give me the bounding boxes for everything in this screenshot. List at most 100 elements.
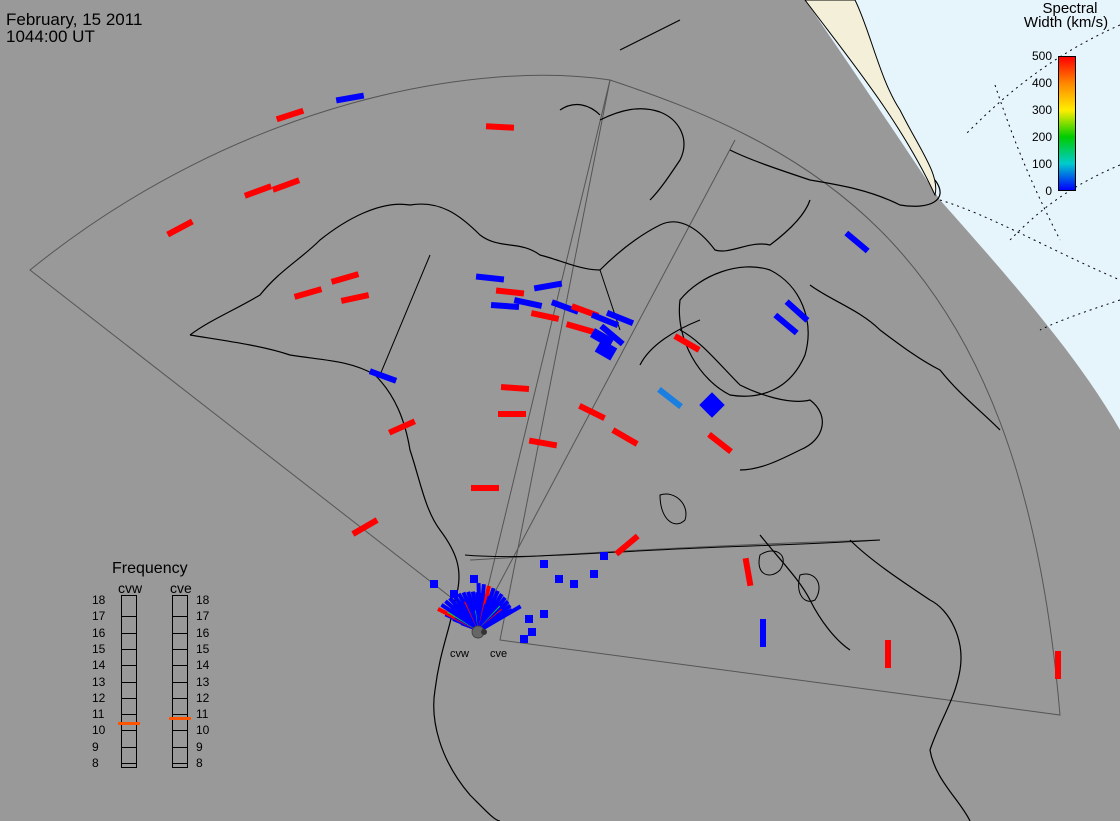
echo-cell [605, 309, 635, 327]
frequency-gridline [121, 730, 137, 732]
echo-cell [614, 533, 640, 557]
freq-radar-cve: cve [170, 580, 192, 596]
frequency-tick-label: 8 [92, 756, 99, 770]
echo-cell [330, 271, 360, 285]
date-label: February, 15 2011 [6, 10, 143, 29]
echo-cell [528, 437, 558, 449]
echo-cell [673, 333, 701, 353]
frequency-title: Frequency [112, 560, 188, 577]
frequency-gridline [121, 763, 137, 764]
site-label-cve: cve [490, 648, 508, 660]
frequency-gridline [121, 648, 137, 650]
echo-cell [589, 328, 615, 348]
graticule-dotted [939, 24, 1120, 331]
frequency-tick-label: 9 [92, 739, 99, 754]
time-label: 1044:00 UT [6, 27, 95, 46]
echo-cell [578, 403, 606, 421]
echo-cell [540, 610, 548, 618]
frequency-tick-label: 11 [196, 707, 209, 722]
echo-cell [528, 628, 536, 636]
echo-cell [784, 299, 810, 323]
frequency-gridline [121, 632, 137, 634]
field-of-view [29, 74, 1061, 716]
frequency-tick-label: 18 [92, 593, 106, 607]
echo-cell [495, 287, 525, 297]
echo-cell [590, 311, 620, 329]
echo-cell [540, 560, 548, 568]
echo-cell [498, 411, 526, 417]
echo-cell [611, 427, 639, 447]
echo-cell [513, 297, 543, 309]
frequency-tick-label: 12 [196, 690, 210, 705]
echo-cell [485, 123, 515, 131]
frequency-tick-label: 13 [92, 674, 106, 689]
echo-cell [773, 312, 799, 336]
echo-cell [450, 590, 458, 598]
frequency-gridline [172, 632, 188, 634]
colorbar-title-1: Spectral [1042, 0, 1098, 17]
echo-cell [599, 323, 625, 347]
colorbar-tick-label: 200 [1031, 130, 1052, 144]
echo-cell [500, 384, 530, 392]
echo-cell [293, 286, 323, 300]
frequency-tick-label: 17 [92, 609, 106, 624]
echo-cell [271, 177, 301, 193]
frequency-marker [118, 722, 140, 726]
colorbar-tick-label: 400 [1031, 76, 1052, 90]
colorbar-tick-label: 100 [1031, 157, 1052, 171]
frequency-tick-label: 16 [92, 625, 106, 640]
echo-cell [340, 292, 370, 304]
frequency-gridline [172, 714, 188, 716]
echo-cell [387, 418, 417, 436]
echo-cell [471, 485, 499, 491]
echo-cell [555, 575, 563, 583]
frequency-tick-label: 12 [92, 690, 106, 705]
frequency-tick-label: 10 [92, 723, 106, 738]
frequency-gridline [172, 616, 188, 618]
echo-cell [885, 640, 891, 668]
echo-cell [525, 615, 533, 623]
site-label-cvw: cvw [450, 648, 469, 660]
echo-cell [570, 580, 578, 588]
echo-fan-ray [478, 604, 522, 632]
radar-echoes [166, 92, 1061, 679]
frequency-tick-label: 8 [196, 756, 203, 770]
echo-cell [657, 387, 683, 409]
frequency-marker [169, 717, 191, 721]
great-lakes [659, 493, 820, 602]
echo-cell [550, 299, 580, 315]
echo-cell [707, 432, 733, 454]
echo-cell [335, 92, 365, 104]
echo-cell [490, 302, 520, 310]
frequency-gridline [172, 746, 188, 748]
echo-cell [475, 273, 505, 283]
frequency-gridline [172, 697, 188, 699]
echo-cell [760, 619, 766, 647]
frequency-tick-label: 17 [196, 609, 210, 624]
colorbar-tick-label: 0 [1045, 184, 1052, 198]
frequency-tick-label: 11 [92, 707, 105, 722]
colorbar-title-2: Width (km/s) [1023, 14, 1109, 31]
frequency-tick-label: 13 [196, 674, 210, 689]
echo-cell [430, 580, 438, 588]
echo-cell [533, 280, 563, 292]
frequency-tick-label: 9 [196, 739, 203, 754]
frequency-gridline [121, 681, 137, 683]
frequency-gridline [172, 763, 188, 764]
frequency-tick-label: 15 [92, 641, 106, 656]
frequency-tick-label: 18 [196, 593, 210, 607]
echo-cell [590, 570, 598, 578]
colorbar-gradient [1058, 56, 1076, 191]
colorbar-tick-label: 500 [1031, 49, 1052, 63]
hudson-bay [678, 266, 809, 397]
echo-cell [844, 230, 870, 254]
echo-cell [520, 635, 528, 643]
frequency-gridline [172, 648, 188, 650]
boundaries [379, 254, 881, 558]
echo-cell [699, 392, 725, 418]
echo-cell [368, 368, 398, 384]
colorbar-tick-label: 300 [1031, 103, 1052, 117]
echo-cell [530, 310, 560, 322]
